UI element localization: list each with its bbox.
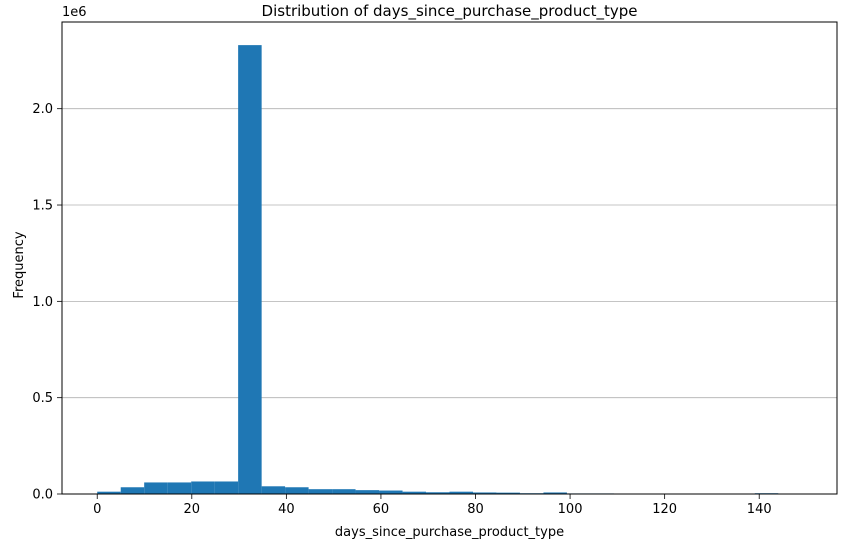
histogram-bar-3 [168,482,192,494]
y-tick-label-1: 0.5 [32,391,53,406]
histogram-bar-7 [262,486,285,494]
y-axis-ticks: 0.0 0.5 1.0 1.5 2.0 [32,102,62,502]
bars-layer [97,45,802,494]
x-tick-label-6: 120 [652,502,677,517]
y-tick-label-2: 1.0 [32,295,53,310]
x-tick-label-3: 60 [373,502,390,517]
histogram-bar-8 [285,487,309,494]
y-axis-label: Frequency [12,231,27,298]
x-tick-label-1: 20 [184,502,201,517]
histogram-bar-4 [191,481,214,494]
x-axis-ticks: 0 20 40 60 80 100 120 140 [93,494,772,517]
x-tick-label-4: 80 [467,502,484,517]
histogram-bar-9 [309,489,333,494]
histogram-bar-6 [238,45,262,494]
x-tick-label-2: 40 [278,502,295,517]
x-tick-label-7: 140 [747,502,772,517]
histogram-bar-12 [379,491,403,494]
y-offset-label: 1e6 [62,5,87,20]
y-tick-label-3: 1.5 [32,199,53,214]
histogram-bar-11 [356,490,380,494]
x-tick-label-5: 100 [558,502,583,517]
y-tick-label-4: 2.0 [32,102,53,117]
y-tick-label-0: 0.0 [32,488,53,503]
histogram-bar-1 [121,487,144,494]
x-tick-label-0: 0 [93,502,101,517]
histogram-bar-2 [144,482,168,494]
plot-frame [62,22,837,494]
x-axis-label: days_since_purchase_product_type [335,525,564,540]
histogram-bar-10 [332,489,355,494]
histogram-bar-5 [215,481,239,494]
grid-layer [62,109,837,494]
chart-title: Distribution of days_since_purchase_prod… [262,2,638,21]
